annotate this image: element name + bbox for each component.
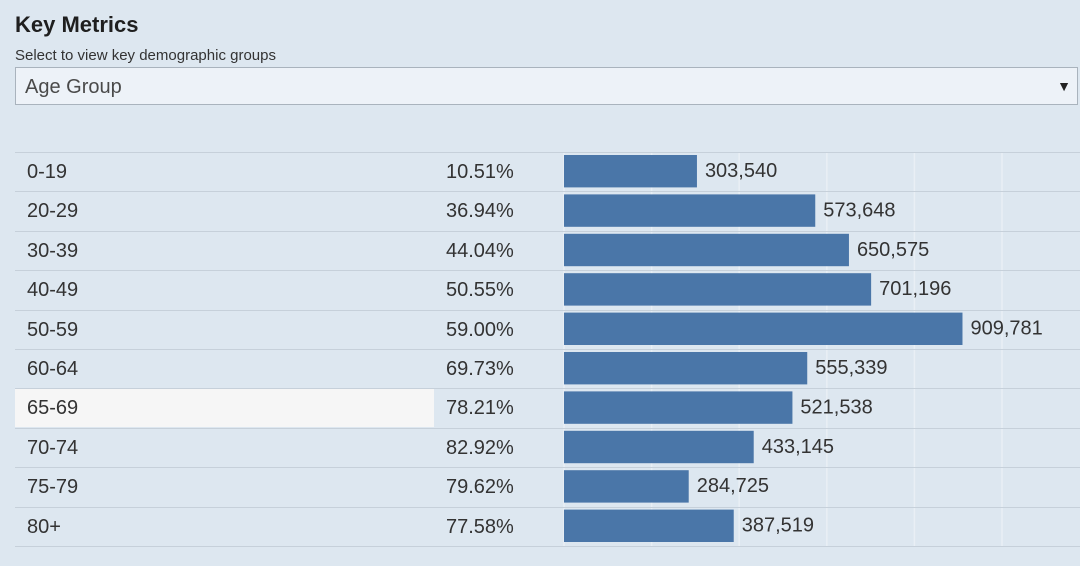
bar-value-label: 284,725 xyxy=(697,475,769,497)
table-row[interactable]: 75-79 79.62% xyxy=(15,467,1080,506)
bar-chart: 303,540 573,648 650,575 701,196 909,781 555,3… xyxy=(563,152,1043,546)
table-row[interactable]: 20-29 36.94% xyxy=(15,191,1080,230)
category-label: 30-39 xyxy=(27,239,79,262)
bar-value-label: 433,145 xyxy=(762,436,834,458)
category-label: 80+ xyxy=(27,515,61,538)
percentage-value: 50.55% xyxy=(446,279,514,302)
bar[interactable] xyxy=(564,194,816,227)
table-row[interactable]: 60-64 69.73% xyxy=(15,349,1080,388)
bar[interactable] xyxy=(564,430,754,464)
percentage-value: 59.00% xyxy=(446,318,514,341)
table-row[interactable]: 50-59 59.00% xyxy=(15,309,1080,349)
bar-value-label: 573,648 xyxy=(823,199,895,221)
bar-value-label: 909,781 xyxy=(970,318,1042,340)
bar[interactable] xyxy=(564,273,872,306)
table-row[interactable]: 0-19 10.51% xyxy=(15,152,1080,191)
table-row[interactable]: 80+ 77.58% xyxy=(15,506,1080,547)
bar[interactable] xyxy=(564,470,689,503)
category-label: 50-59 xyxy=(27,318,79,341)
bar[interactable] xyxy=(564,352,808,385)
percentage-value: 82.92% xyxy=(446,436,514,459)
percentage-value: 78.21% xyxy=(446,397,514,420)
table-row[interactable]: 65-69 78.21% xyxy=(15,388,1080,428)
percentage-value: 36.94% xyxy=(446,200,514,223)
page-title: Key Metrics xyxy=(15,12,139,37)
table-row[interactable]: 40-49 50.55% xyxy=(15,270,1080,309)
category-label: 60-64 xyxy=(27,358,79,380)
category-label: 70-74 xyxy=(27,436,79,459)
table-row[interactable]: 70-74 82.92% xyxy=(15,427,1080,467)
bar[interactable] xyxy=(564,233,849,267)
bar[interactable] xyxy=(564,509,734,542)
percentage-value: 44.04% xyxy=(446,239,514,262)
category-label: 0-19 xyxy=(27,161,68,183)
percentage-value: 77.58% xyxy=(446,515,514,538)
filter-caption: Select to view key demographic groups xyxy=(15,47,276,64)
table-row[interactable]: 30-39 44.04% xyxy=(15,230,1080,270)
bar[interactable] xyxy=(564,155,697,188)
bar[interactable] xyxy=(564,391,793,424)
percentage-value: 79.62% xyxy=(446,476,514,499)
bar-value-label: 387,519 xyxy=(742,515,814,537)
percentage-value: 10.51% xyxy=(446,161,514,183)
bar-value-label: 701,196 xyxy=(879,278,951,300)
category-label: 75-79 xyxy=(27,476,79,499)
metrics-table: 303,540 573,648 650,575 701,196 909,781 555,3… xyxy=(15,152,1080,547)
bar-value-label: 521,538 xyxy=(800,396,872,418)
bar[interactable] xyxy=(564,312,963,345)
dropdown-selected-value: Age Group xyxy=(25,76,122,98)
category-label: 65-69 xyxy=(27,397,79,420)
percentage-value: 69.73% xyxy=(446,358,514,380)
demographic-group-dropdown[interactable]: Age Group ▼ xyxy=(15,67,1078,105)
triangle-down-icon[interactable]: ▼ xyxy=(1057,78,1071,94)
row-highlight xyxy=(15,389,434,428)
category-label: 20-29 xyxy=(27,200,79,223)
category-label: 40-49 xyxy=(27,279,79,302)
bar-value-label: 555,339 xyxy=(815,357,887,379)
bar-value-label: 650,575 xyxy=(857,239,929,261)
bar-value-label: 303,540 xyxy=(705,160,777,182)
